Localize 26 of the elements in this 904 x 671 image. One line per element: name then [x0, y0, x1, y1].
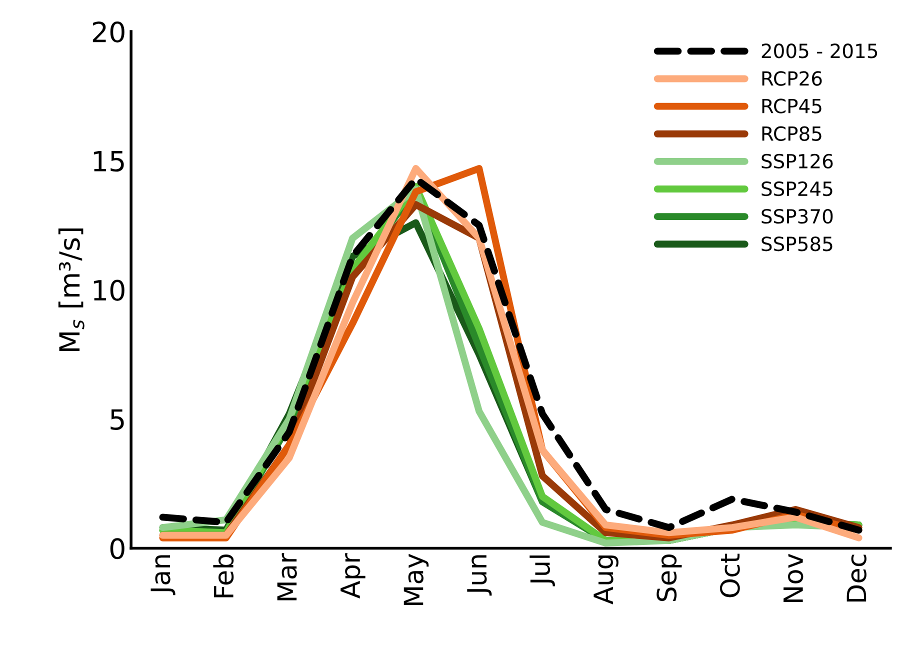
x-tick-label: Nov	[784, 554, 804, 602]
legend-label: SSP585	[762, 236, 832, 252]
legend-label: 2005 - 2015	[762, 44, 878, 58]
y-tick-label: 20	[92, 21, 124, 42]
x-tick-label: Jun	[467, 555, 492, 596]
legend-label: RCP45	[762, 98, 822, 114]
legend-label: SSP370	[762, 208, 833, 224]
legend-label: SSP245	[762, 181, 832, 196]
x-tick-label: Mar	[277, 553, 297, 600]
x-tick-label: Feb	[213, 554, 234, 598]
y-tick-label: 0	[110, 538, 124, 560]
x-tick-label: Dec	[846, 554, 866, 602]
x-tick-label: Jul	[530, 556, 555, 586]
y-tick-label: 10	[94, 280, 124, 301]
legend-label: RCP85	[762, 126, 822, 141]
x-tick-label: Jan	[150, 555, 176, 596]
x-tick-label: Aug	[594, 555, 618, 604]
x-tick-label: Apr	[340, 553, 366, 599]
y-tick-label: 5	[110, 409, 124, 430]
legend-label: RCP26	[762, 71, 822, 86]
x-tick-label: May	[404, 554, 429, 606]
y-tick-label: 15	[94, 151, 124, 172]
y-axis-title: M$_{s}$ [m³/s]	[58, 228, 84, 352]
legend-label: SSP126	[762, 154, 833, 169]
x-tick-label: Oct	[720, 554, 740, 598]
x-tick-label: Sep	[656, 554, 682, 602]
